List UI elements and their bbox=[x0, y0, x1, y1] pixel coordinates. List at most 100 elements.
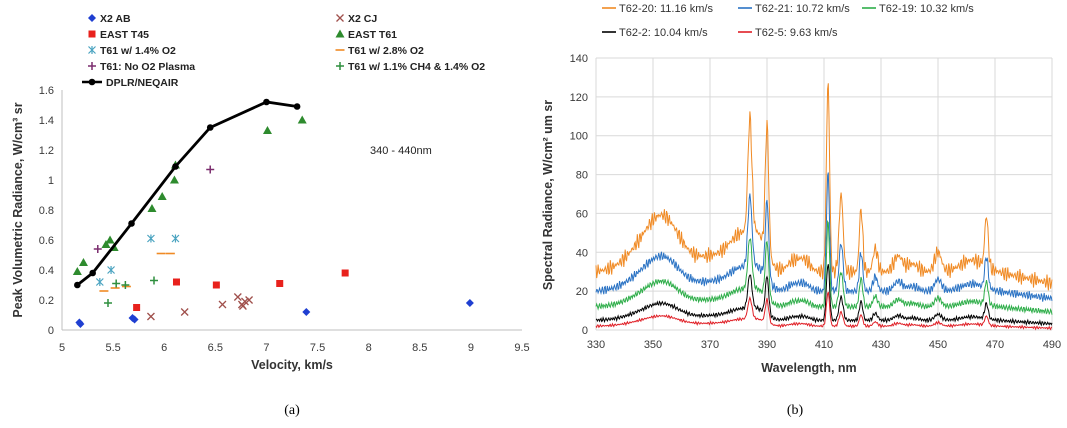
x-tick-label-b: 470 bbox=[986, 339, 1004, 351]
x-tick-label-a: 8 bbox=[366, 342, 372, 354]
y-tick-label-a: 0.8 bbox=[39, 205, 54, 217]
y-tick-label-b: 0 bbox=[582, 325, 588, 337]
legend-label-t61-no-o2-plasma: T61: No O2 Plasma bbox=[100, 61, 195, 73]
legend-label-x2-ab: X2 AB bbox=[100, 13, 131, 25]
data-point-t61-w-1-1-ch4-1-4-o2 bbox=[104, 299, 112, 307]
spectrum-line-t62-19-10-32-km-s bbox=[595, 219, 1053, 316]
data-point-east-t61 bbox=[72, 267, 82, 275]
data-point-dplr-neqair bbox=[263, 98, 270, 106]
ticks-b: 0 20 40 60 80 100 120 140 330 350 370 390 410 430 450 4… bbox=[570, 53, 1062, 351]
legend-swatch-dplr-neqair bbox=[88, 78, 96, 86]
x-tick-label-b: 350 bbox=[644, 339, 662, 351]
data-point-t61-w-1-1-ch4-1-4-o2 bbox=[121, 281, 130, 289]
x-tick-label-b: 450 bbox=[929, 339, 947, 351]
line-chart-panel-b: T62-20: 11.16 km/s T62-21: 10.72 km/s T62-… bbox=[541, 3, 1061, 418]
y-tick-label-a: 1 bbox=[48, 175, 54, 187]
x-tick-label-a: 7 bbox=[263, 342, 269, 354]
data-point-x2-cj bbox=[146, 312, 155, 321]
data-point-x2-cj bbox=[233, 293, 242, 301]
y-tick-label-b: 20 bbox=[576, 286, 588, 298]
caption-a: (a) bbox=[284, 403, 300, 418]
x-tick-label-a: 5.5 bbox=[105, 342, 120, 354]
legend-swatch-x2-cj bbox=[336, 14, 344, 22]
data-point-east-t45 bbox=[276, 280, 284, 287]
data-point-dplr-neqair bbox=[128, 220, 135, 227]
plot-area-b bbox=[595, 83, 1053, 331]
y-tick-label-b: 80 bbox=[576, 170, 588, 182]
data-point-east-t45 bbox=[172, 278, 180, 286]
x-tick-label-a: 9 bbox=[468, 342, 474, 354]
data-point-east-t45 bbox=[341, 269, 349, 277]
legend-label-t62-21-10-72-km-s: T62-21: 10.72 km/s bbox=[755, 3, 850, 15]
data-point-east-t61 bbox=[169, 175, 179, 184]
wavelength-range-annotation: 340 - 440nm bbox=[370, 145, 432, 157]
data-point-x2-ab bbox=[465, 299, 474, 307]
legend-label-t61-w-1-4-o2: T61 w/ 1.4% O2 bbox=[100, 45, 176, 57]
legend-swatch-east-t61 bbox=[335, 29, 345, 38]
spectrum-line-t62-5-9-63-km-s bbox=[595, 291, 1053, 331]
legend-label-t61-w-2-8-o2: T61 w/ 2.8% O2 bbox=[348, 45, 424, 57]
ticks-a: 5 5.5 6 6.5 7 7.5 8 8.5 9 9.5 0 0.2 0.4 0.6 0.8 1 1.2 1.4… bbox=[39, 85, 530, 354]
legend-swatch-t61-w-1-1-ch4-1-4-o2 bbox=[336, 62, 344, 70]
data-point-t61-w-1-4-o2 bbox=[171, 234, 180, 243]
y-axis-label-b: Spectral Radiance, W/cm² um sr bbox=[541, 100, 555, 290]
y-tick-label-a: 0.2 bbox=[39, 295, 54, 307]
x-tick-label-a: 6 bbox=[161, 342, 167, 354]
data-point-x2-ab bbox=[76, 320, 85, 328]
data-point-t61-w-1-4-o2 bbox=[147, 234, 155, 243]
y-tick-label-b: 140 bbox=[570, 53, 588, 65]
data-point-east-t61 bbox=[147, 204, 157, 212]
legend-label-east-t61: EAST T61 bbox=[348, 29, 397, 41]
plot-area-a bbox=[61, 90, 522, 331]
y-tick-label-a: 0.4 bbox=[39, 265, 54, 277]
spectrum-line-t62-21-10-72-km-s bbox=[595, 172, 1053, 302]
x-tick-label-b: 490 bbox=[1043, 339, 1061, 351]
data-point-t61-no-o2-plasma bbox=[206, 165, 215, 174]
legend-a: X2 AB X2 CJ EAST T45 EAST T61 T61 w/ 1.4% O2… bbox=[82, 13, 485, 89]
data-point-x2-cj bbox=[238, 302, 247, 310]
y-tick-label-b: 40 bbox=[576, 247, 588, 259]
data-point-x2-ab bbox=[302, 308, 311, 316]
y-tick-label-a: 0 bbox=[48, 325, 54, 337]
y-tick-label-b: 120 bbox=[570, 92, 588, 104]
data-point-t61-no-o2-plasma bbox=[93, 245, 102, 253]
series-x2-ab bbox=[75, 299, 474, 328]
y-tick-label-a: 0.6 bbox=[39, 235, 54, 247]
data-point-east-t45 bbox=[212, 281, 220, 289]
legend-b: T62-20: 11.16 km/s T62-21: 10.72 km/s T62-… bbox=[602, 3, 974, 39]
series-dplr-neqair bbox=[74, 98, 301, 289]
x-tick-label-a: 7.5 bbox=[310, 342, 325, 354]
data-point-dplr-neqair bbox=[293, 103, 301, 110]
y-tick-label-b: 60 bbox=[576, 208, 588, 220]
legend-label-t62-19-10-32-km-s: T62-19: 10.32 km/s bbox=[879, 3, 974, 15]
data-point-east-t61 bbox=[105, 235, 115, 244]
data-point-dplr-neqair bbox=[74, 281, 81, 289]
data-point-east-t61 bbox=[78, 258, 88, 266]
scatter-chart-panel-a: X2 AB X2 CJ EAST T45 EAST T61 T61 w/ 1.4% O2… bbox=[11, 13, 530, 418]
legend-swatch-x2-ab bbox=[88, 14, 96, 22]
x-tick-label-b: 430 bbox=[872, 339, 890, 351]
spectrum-line-t62-2-10-04-km-s bbox=[595, 264, 1053, 327]
spectrum-line-t62-20-11-16-km-s bbox=[595, 83, 1053, 291]
x-tick-label-a: 9.5 bbox=[514, 342, 529, 354]
x-tick-label-a: 6.5 bbox=[208, 342, 223, 354]
data-point-east-t61 bbox=[297, 115, 307, 124]
series-x2-cj bbox=[146, 293, 254, 321]
legend-label-x2-cj: X2 CJ bbox=[348, 13, 377, 25]
y-tick-label-a: 1.4 bbox=[39, 115, 54, 127]
x-tick-label-a: 5 bbox=[59, 342, 65, 354]
gridlines-b bbox=[595, 57, 1053, 331]
data-point-x2-cj bbox=[241, 297, 249, 306]
data-point-t61-w-1-1-ch4-1-4-o2 bbox=[150, 276, 158, 285]
x-tick-label-a: 8.5 bbox=[412, 342, 427, 354]
legend-label-east-t45: EAST T45 bbox=[100, 29, 149, 41]
series-east-t61 bbox=[72, 115, 307, 275]
data-point-east-t45 bbox=[133, 304, 141, 311]
data-point-dplr-neqair bbox=[89, 269, 96, 277]
x-tick-label-b: 370 bbox=[701, 339, 719, 351]
data-point-east-t61 bbox=[157, 192, 167, 200]
x-axis-label-b: Wavelength, nm bbox=[761, 361, 856, 375]
data-point-x2-cj bbox=[245, 296, 254, 304]
data-point-east-t61 bbox=[262, 126, 272, 134]
